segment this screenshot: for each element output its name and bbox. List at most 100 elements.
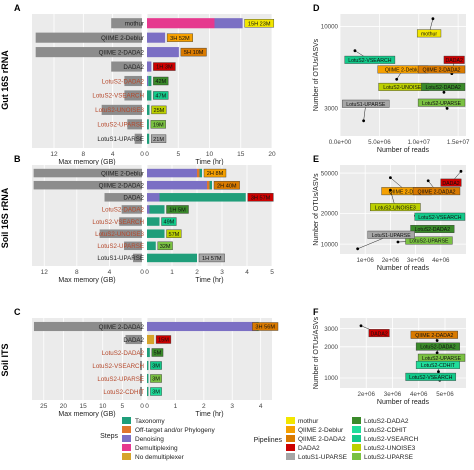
scatter-x-tick-label: 4e+06 — [432, 257, 450, 264]
scatter-point-label: QIIME 2-DADA2 — [417, 189, 455, 195]
memory-bar — [101, 104, 142, 115]
panel-letter: B — [14, 154, 21, 164]
memory-bar — [127, 119, 142, 130]
scatter-point-label: LotuS2-DADA2 — [415, 227, 451, 233]
time-bar-segment — [147, 168, 197, 178]
scatter-point-label: LotuS2-VSEARCH — [418, 215, 462, 221]
memory-tick-label: 15 — [79, 403, 87, 410]
memory-tick-label: 10 — [99, 403, 107, 410]
time-tick-label: 2 — [202, 403, 206, 410]
scatter-x-tick-label: 5.0e+06 — [368, 139, 391, 146]
row-label: Soil 16S rRNA — [0, 187, 10, 248]
scatter-point — [459, 169, 463, 173]
category-label: LotuS2-CDHIT — [103, 389, 144, 396]
category-label: LotuS2-VSEARCH — [92, 93, 144, 100]
scatter-point — [362, 119, 366, 123]
time-bar-segment — [147, 180, 207, 190]
legend-pipeline-label: QIIME 2-DADA2 — [298, 436, 346, 443]
time-label-box — [213, 180, 240, 190]
category-label: LotuS2-DADA2 — [102, 350, 145, 357]
time-label-box — [150, 387, 162, 396]
time-label-box — [166, 33, 193, 42]
scatter-x-tick-label: 4e+06 — [410, 391, 428, 398]
memory-bar — [140, 386, 142, 397]
scatter-point-label: mothur — [421, 31, 437, 37]
scatter-point — [435, 351, 439, 355]
category-label: LotuS1-UPARSE — [97, 136, 144, 143]
scatter-point — [389, 176, 392, 180]
scatter-point-label: DADA2 — [446, 58, 463, 64]
time-data-label: 47M — [155, 94, 166, 100]
row-label: Gut 16S rRNA — [0, 50, 10, 110]
scatter-point-label: LotuS2-VSEARCH — [409, 375, 453, 381]
scatter-point — [353, 49, 357, 53]
memory-axis-title: Max memory (GB) — [58, 277, 115, 284]
legend-swatch — [352, 426, 361, 433]
memory-bar — [119, 217, 142, 226]
legend: Steps Taxonomy Off-target and/or Phylogeny… — [100, 417, 418, 461]
category-label: QIIME 2-Deblur — [101, 35, 144, 42]
memory-tick-label: 25 — [40, 403, 48, 410]
panel-letter: C — [14, 307, 21, 317]
scatter-point — [389, 188, 392, 192]
time-bar-segment — [147, 193, 160, 202]
scatter-label-box — [342, 99, 390, 108]
time-bar-segment — [147, 373, 149, 384]
memory-tick-label: 20 — [60, 403, 68, 410]
time-label-box — [180, 47, 207, 57]
time-tick-label: 10 — [206, 151, 214, 158]
time-label-box — [150, 374, 162, 383]
scatter-label-box — [410, 225, 455, 233]
scatter-point-label: LotuS2-UNOISE3 — [383, 85, 424, 91]
memory-bar — [133, 253, 142, 263]
time-data-label: 25M — [153, 108, 164, 114]
category-label: QIIME 2-DADA2 — [99, 182, 145, 189]
scatter-y-tick-label: 1000 — [324, 375, 338, 382]
scatter-point-label: LotuS2-UPARSE — [409, 239, 449, 245]
time-tick-label: 1 — [170, 269, 174, 276]
time-tick-label: 4 — [259, 403, 263, 410]
legend-step-label: Denoising — [135, 436, 164, 443]
legend-swatch — [286, 426, 295, 433]
legend-swatch — [352, 417, 361, 424]
time-bar-segment — [147, 18, 215, 29]
category-label: LotuS2-DADA2 — [102, 78, 145, 85]
scatter-y-axis-title: Number of OTUs/ASVs — [313, 316, 320, 389]
scatter-point-label: LotuS1-UPARSE — [372, 233, 412, 239]
scatter-panel-bg — [340, 14, 466, 136]
time-bar-segment — [147, 347, 150, 358]
time-label-box — [153, 62, 176, 71]
time-bar-segment — [147, 61, 152, 72]
scatter-y-tick-label: 3000 — [324, 326, 338, 333]
time-label-box — [166, 229, 182, 238]
time-tick-label: 3 — [230, 403, 234, 410]
memory-bar — [124, 75, 142, 87]
time-tick-label: 5 — [270, 269, 274, 276]
time-tick-label: 0 — [145, 269, 149, 276]
scatter-x-tick-label: 1.5e+07 — [447, 139, 470, 146]
scatter-point-label: LotuS2-UNOISE3 — [375, 205, 416, 211]
scatter-label-box — [421, 82, 466, 91]
scatter-point-label: LotuS2-UPARSE — [422, 101, 462, 107]
time-bar-segment — [147, 119, 149, 130]
time-bar-segment — [147, 133, 150, 144]
memory-tick-label: 0 — [140, 269, 144, 276]
scatter-point-label: LotuS2-DADA2 — [420, 345, 456, 351]
scatter-y-axis-title: Number of OTUs/ASVs — [313, 173, 320, 246]
time-bar-segment — [147, 75, 149, 87]
time-bar-segment — [197, 168, 200, 178]
time-data-label: 15H 23M — [248, 21, 271, 27]
memory-bar — [140, 347, 142, 358]
time-bar-segment — [147, 321, 257, 332]
legend-swatch — [286, 435, 295, 442]
legend-swatch — [286, 444, 295, 451]
scatter-label-box — [414, 212, 466, 221]
time-data-label: 3H 52M — [170, 36, 190, 42]
memory-bar — [33, 180, 142, 190]
scatter-point-label: DADA2 — [370, 331, 387, 337]
scatter-y-tick-label: 10000 — [321, 24, 339, 31]
time-tick-label: 3 — [220, 269, 224, 276]
panel-A: A Gut 16S rRNA 12 8 4 0 Max memory (GB) mothur Q… — [0, 3, 470, 166]
scatter-y-tick-label: 3000 — [324, 106, 338, 113]
scatter-point-label: QIIME 2-Deblur — [385, 68, 421, 74]
